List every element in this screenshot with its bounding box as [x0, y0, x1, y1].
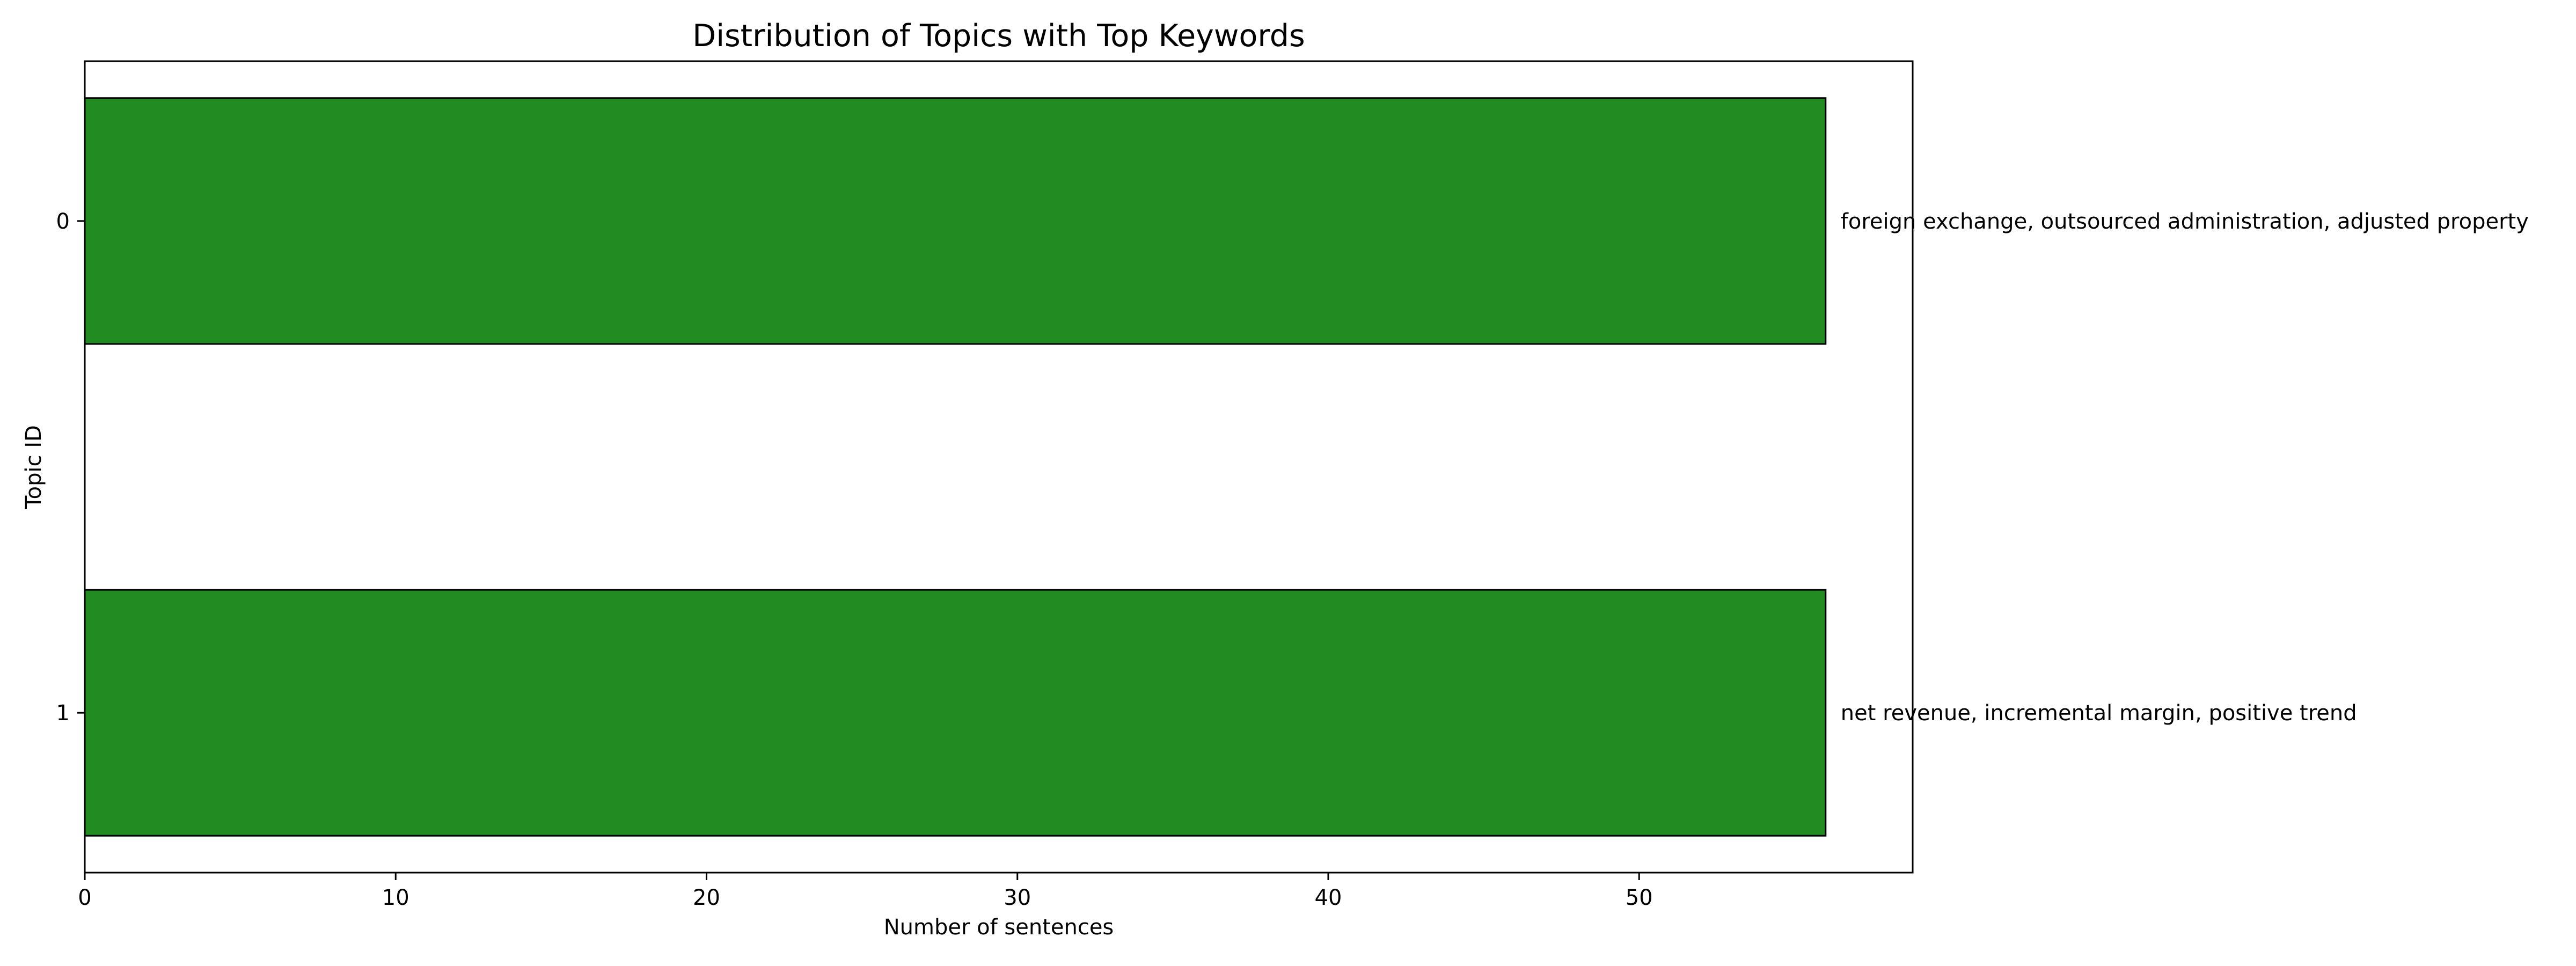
x-axis: 0 10 20 30 40 50 [78, 873, 1653, 910]
y-axis: 01 [56, 209, 85, 726]
y-tick-label: 1 [56, 701, 70, 726]
bar-keywords-label: net revenue, incremental margin, positiv… [1841, 701, 2357, 726]
bar-topic-1 [84, 589, 1827, 837]
x-tick-label: 20 [693, 885, 720, 910]
x-tick-label: 50 [1626, 885, 1653, 910]
x-tick-label: 30 [1004, 885, 1031, 910]
chart-title: Distribution of Topics with Top Keywords [692, 18, 1305, 54]
bar-topic-0 [84, 97, 1827, 345]
x-tick-label: 40 [1315, 885, 1342, 910]
plot-frame [84, 60, 1914, 874]
plot-area: foreign exchange, outsourced administrat… [84, 97, 2529, 837]
y-axis-label: Topic ID [21, 425, 46, 509]
x-tick-label: 0 [78, 885, 91, 910]
bar-keywords-label: foreign exchange, outsourced administrat… [1841, 209, 2529, 234]
y-tick-label: 0 [56, 209, 70, 234]
x-axis-label: Number of sentences [884, 915, 1114, 940]
x-tick-label: 10 [382, 885, 409, 910]
